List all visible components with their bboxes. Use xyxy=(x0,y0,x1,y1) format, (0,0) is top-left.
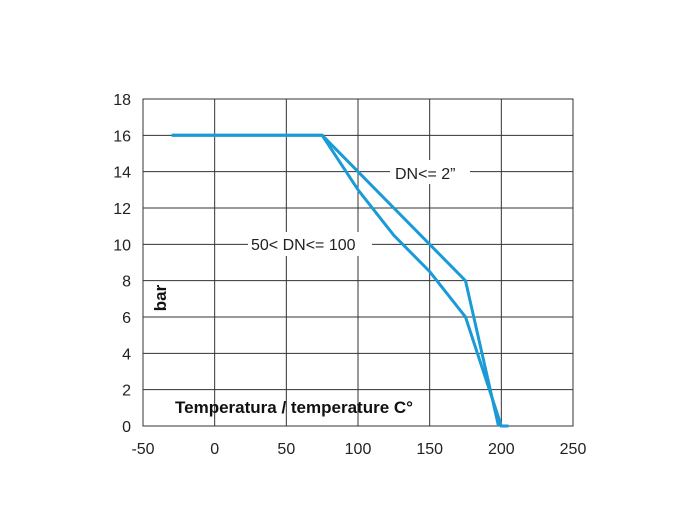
y-tick-label: 6 xyxy=(122,310,131,327)
series-line-1 xyxy=(171,133,509,428)
y-tick-label: 18 xyxy=(113,92,131,109)
series-layer xyxy=(171,133,509,428)
x-tick-label: 150 xyxy=(416,441,443,458)
y-tick-label: 2 xyxy=(122,383,131,400)
y-tick-label: 4 xyxy=(122,346,131,363)
x-tick-label: -50 xyxy=(131,441,154,458)
y-tick-label: 14 xyxy=(113,165,131,182)
y-tick-label: 10 xyxy=(113,237,131,254)
grid-layer xyxy=(142,98,574,427)
x-tick-label: 200 xyxy=(488,441,515,458)
x-tick-label: 50 xyxy=(277,441,295,458)
series-label-bg-dn2 xyxy=(390,160,470,184)
label-layer: Temperatura / temperature C° bar DN<= 2”… xyxy=(151,160,470,417)
y-tick-label: 8 xyxy=(122,274,131,291)
series-label-dn100: 50< DN<= 100 xyxy=(251,237,356,254)
y-axis-title: bar xyxy=(151,284,170,311)
x-tick-label: 100 xyxy=(345,441,372,458)
x-axis-title: Temperatura / temperature C° xyxy=(175,398,413,417)
y-tick-label: 12 xyxy=(113,201,131,218)
series-label-dn2: DN<= 2” xyxy=(395,166,455,183)
y-tick-label: 0 xyxy=(122,419,131,436)
series-label-bg-dn100 xyxy=(248,232,372,256)
x-tick-label: 0 xyxy=(210,441,219,458)
y-tick-label: 16 xyxy=(113,128,131,145)
x-tick-label: 250 xyxy=(560,441,587,458)
